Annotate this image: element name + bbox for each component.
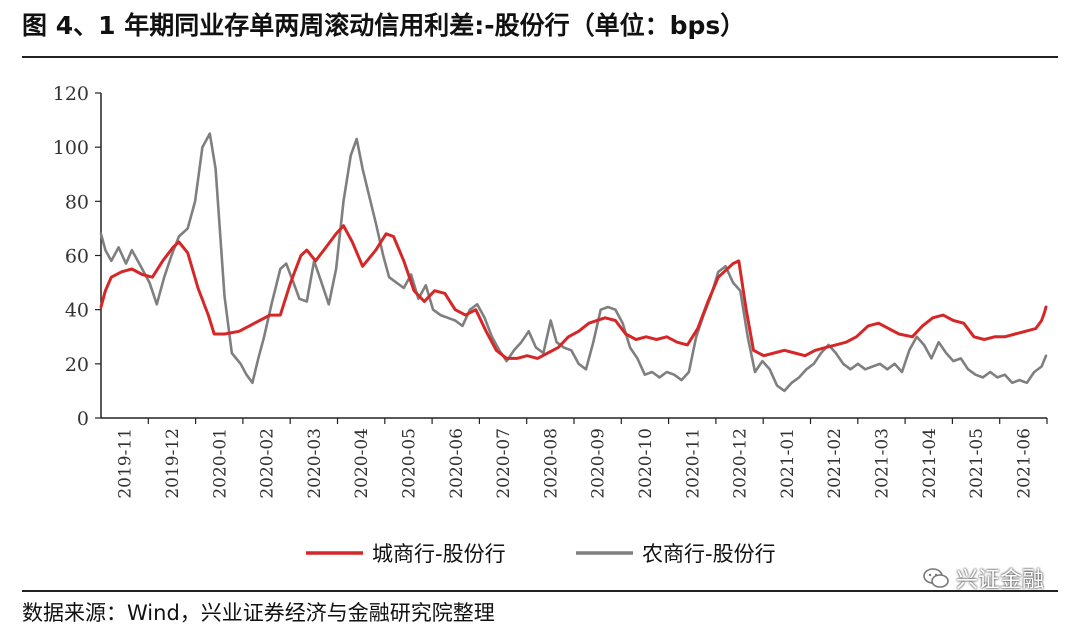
x-tick-label: 2020-07: [494, 428, 514, 499]
x-tick-label: 2021-01: [778, 428, 798, 499]
watermark: 兴证金融: [922, 562, 1044, 594]
chart-legend: 城商行-股份行 农商行-股份行: [306, 542, 776, 566]
series-line-nongshang: [99, 132, 1048, 393]
y-tick-label: 0: [77, 408, 89, 430]
x-tick-label: 2019-11: [116, 428, 136, 499]
legend-label: 城商行-股份行: [372, 542, 506, 566]
y-tick-label: 60: [65, 246, 89, 268]
y-tick-label: 80: [65, 191, 89, 213]
watermark-text: 兴证金融: [955, 568, 1044, 593]
x-tick-label: 2021-06: [1014, 428, 1034, 499]
title-divider: [22, 56, 1058, 58]
x-tick-label: 2021-05: [967, 428, 987, 499]
source-note: 数据来源：Wind，兴业证券经济与金融研究院整理: [22, 601, 495, 625]
series-line-chengshang: [99, 224, 1048, 360]
y-tick-label: 120: [53, 83, 89, 105]
x-tick-label: 2021-04: [920, 428, 940, 499]
x-tick-label: 2020-04: [352, 428, 372, 499]
x-tick-label: 2020-12: [731, 428, 751, 499]
y-tick-label: 20: [65, 354, 89, 376]
x-axis-ticks: 2019-11 2019-12 2020-01 2020-02 2020-03 2020-…: [116, 418, 1048, 499]
x-tick-label: 2020-03: [305, 428, 325, 499]
x-tick-label: 2020-02: [258, 428, 278, 499]
x-tick-label: 2020-01: [210, 428, 230, 499]
x-tick-label: 2020-10: [636, 428, 656, 499]
chart-title: 图 4、1 年期同业存单两周滚动信用利差:-股份行（单位：bps）: [22, 11, 746, 40]
y-tick-label: 40: [65, 300, 89, 322]
y-axis-ticks: 0 20 40 60 80 100 120: [53, 83, 101, 430]
x-tick-label: 2021-03: [872, 428, 892, 499]
x-tick-label: 2020-11: [683, 428, 703, 499]
x-tick-label: 2020-08: [541, 428, 561, 499]
x-tick-label: 2020-05: [399, 428, 419, 499]
x-tick-label: 2019-12: [163, 428, 183, 499]
wechat-icon: [923, 568, 949, 588]
y-tick-label: 100: [53, 137, 89, 159]
x-tick-label: 2020-09: [589, 428, 609, 499]
x-tick-label: 2021-02: [825, 428, 845, 499]
legend-label: 农商行-股份行: [642, 542, 776, 566]
line-chart: 0 20 40 60 80 100 120 2019-11 2019-12 2020-01 202…: [53, 83, 1048, 566]
footer-divider: [22, 590, 1058, 592]
chart-series: [99, 132, 1048, 393]
x-tick-label: 2020-06: [447, 428, 467, 499]
